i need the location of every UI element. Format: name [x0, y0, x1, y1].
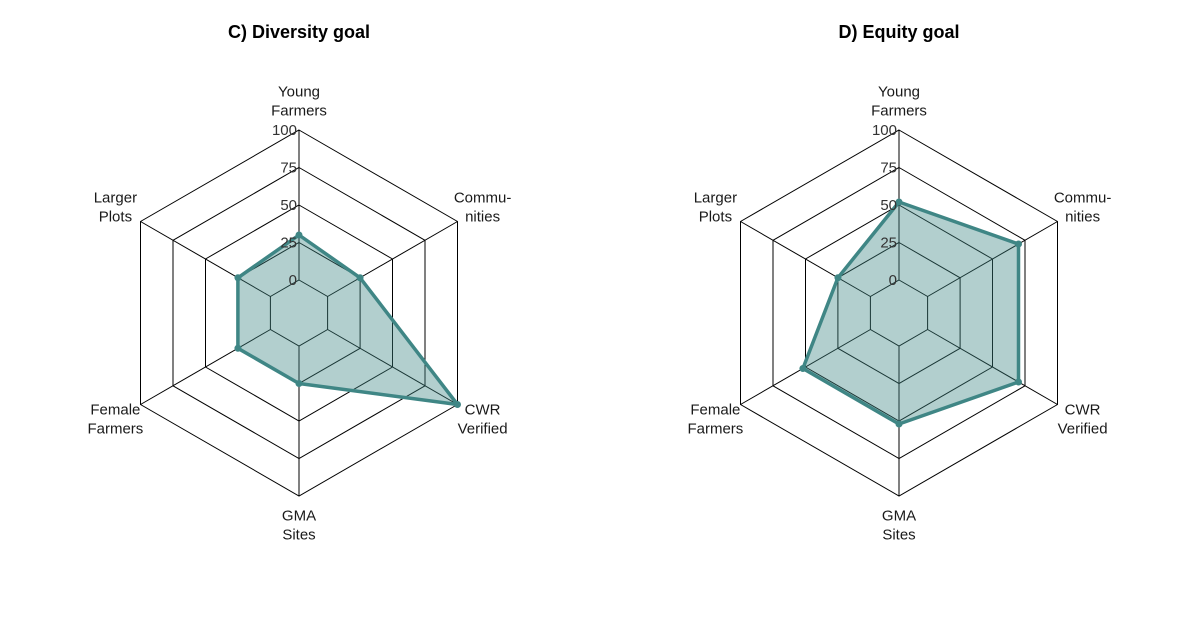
- tick-label: 25: [880, 235, 897, 252]
- axis-label: CWR Verified: [458, 402, 508, 438]
- axis-label: Female Farmers: [687, 402, 743, 438]
- tick-label: 100: [272, 122, 297, 139]
- chart-title: C) Diversity goal: [228, 22, 370, 42]
- axis-label: Young Farmers: [271, 84, 327, 120]
- tick-label: 75: [280, 160, 297, 177]
- tick-label: 50: [280, 197, 297, 214]
- data-point: [1015, 240, 1023, 248]
- axis-spoke: [327, 329, 458, 405]
- axis-label: Young Farmers: [871, 84, 927, 120]
- data-point: [453, 401, 461, 408]
- data-point: [234, 344, 242, 352]
- data-point: [834, 274, 842, 282]
- data-point: [895, 198, 903, 206]
- tick-label: 0: [289, 272, 297, 289]
- tick-label: 25: [280, 235, 297, 252]
- radar-panel-diversity: C) Diversity goal 0 25 50 75 100 Young Farmers…: [87, 22, 511, 544]
- axis-label: GMA Sites: [282, 508, 316, 544]
- data-point: [356, 274, 364, 282]
- radar-panel-equity: D) Equity goal 0 25 50 75 100 Young Farmers Com…: [687, 22, 1111, 544]
- axis-spoke: [740, 221, 871, 297]
- data-point: [295, 231, 303, 239]
- axis-label: Commu-nities: [1054, 190, 1112, 226]
- data-point: [799, 365, 807, 372]
- axis-spoke: [140, 221, 271, 297]
- axis-label: Female Farmers: [87, 402, 143, 438]
- data-point: [234, 274, 242, 282]
- tick-label: 75: [880, 160, 897, 177]
- data-point: [895, 420, 903, 428]
- axis-label: GMA Sites: [882, 508, 916, 544]
- axis-spoke: [927, 221, 1058, 297]
- axis-spoke: [927, 329, 1058, 405]
- tick-label: 50: [880, 197, 897, 214]
- axis-spoke: [327, 221, 458, 297]
- tick-label: 0: [889, 272, 897, 289]
- axis-spoke: [140, 329, 271, 405]
- tick-label: 100: [872, 122, 897, 139]
- series-area: [801, 200, 1021, 426]
- chart-title: D) Equity goal: [839, 22, 960, 42]
- data-point: [295, 380, 303, 387]
- axis-label: CWR Verified: [1058, 402, 1108, 438]
- axis-label: Commu-nities: [454, 190, 512, 226]
- axis-label: Larger Plots: [94, 190, 137, 226]
- data-point: [1015, 378, 1023, 386]
- axis-label: Larger Plots: [694, 190, 737, 226]
